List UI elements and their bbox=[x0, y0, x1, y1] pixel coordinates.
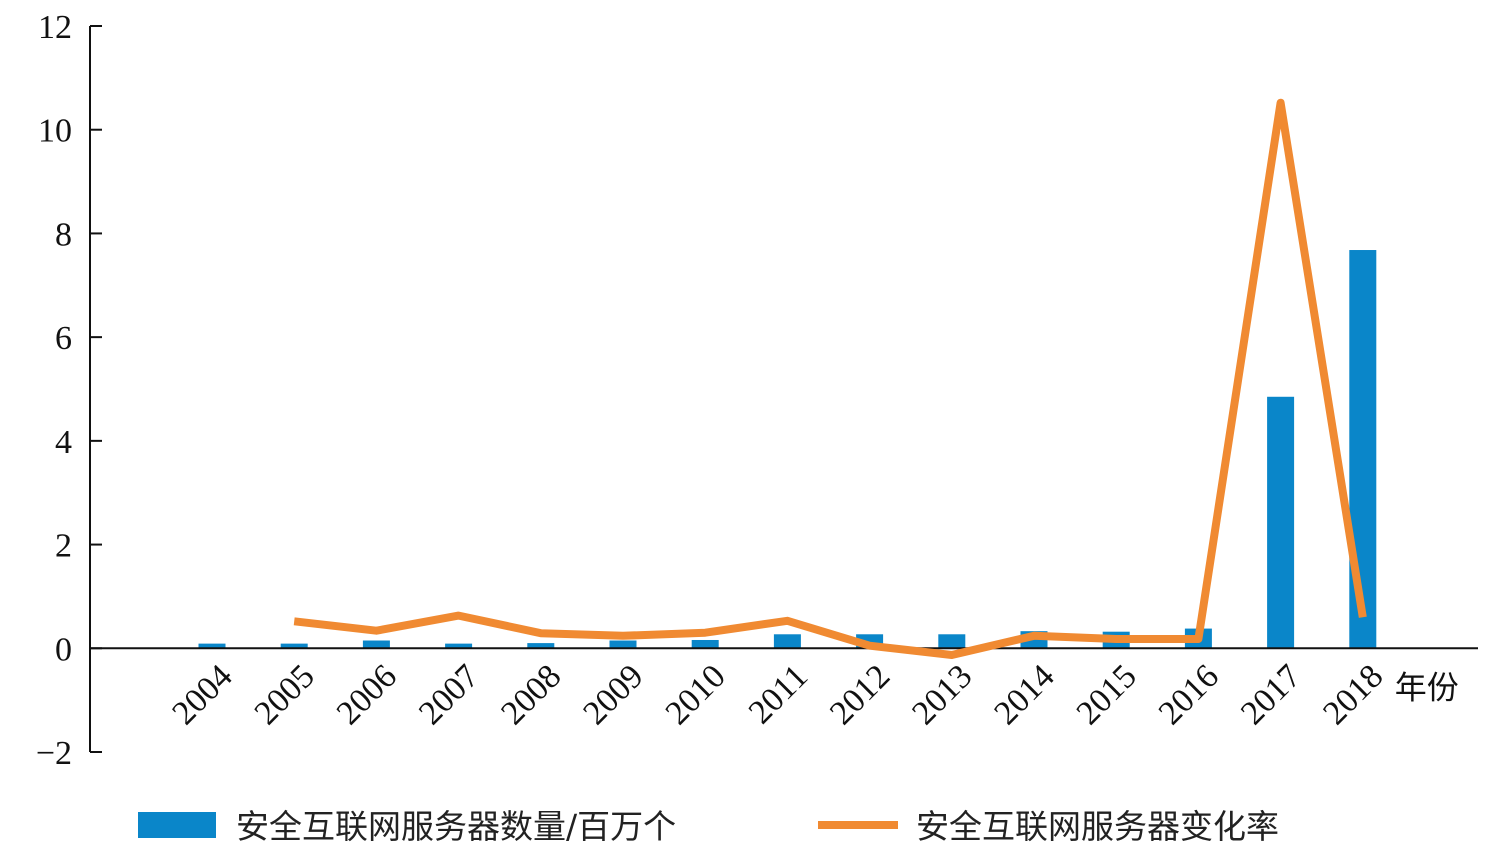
x-tick-label-2017: 2017 bbox=[1234, 658, 1308, 732]
x-tick-label-2018: 2018 bbox=[1316, 658, 1390, 732]
x-tick-label-2007: 2007 bbox=[412, 658, 486, 732]
x-tick-label-2011: 2011 bbox=[742, 658, 815, 731]
bar-2006 bbox=[362, 640, 390, 649]
bar-2004 bbox=[198, 643, 226, 649]
x-tick-label-2005: 2005 bbox=[248, 658, 322, 732]
x-tick-label-2014: 2014 bbox=[987, 658, 1061, 732]
x-tick-label-2008: 2008 bbox=[494, 658, 568, 732]
y-tick-label: 0 bbox=[55, 631, 72, 668]
legend-label-line: 安全互联网服务器变化率 bbox=[916, 807, 1279, 846]
line-series-change-rate bbox=[293, 98, 1367, 659]
x-tick-label-2010: 2010 bbox=[659, 658, 733, 732]
x-axis-title: 年份 bbox=[1395, 668, 1459, 706]
y-tick-label: −2 bbox=[36, 735, 72, 772]
y-tick-label: 2 bbox=[55, 528, 72, 565]
y-tick-label: 8 bbox=[55, 216, 72, 253]
legend-label-bar: 安全互联网服务器数量/百万个 bbox=[236, 807, 676, 846]
bar-2010 bbox=[691, 639, 719, 649]
bar-2013 bbox=[938, 634, 966, 649]
legend-swatch-bar bbox=[138, 812, 216, 838]
y-tick-label: 12 bbox=[38, 9, 72, 46]
bar-2018 bbox=[1349, 250, 1377, 649]
bar-2005 bbox=[280, 643, 308, 649]
x-tick-label-2012: 2012 bbox=[823, 658, 897, 732]
x-tick-label-2016: 2016 bbox=[1152, 658, 1226, 732]
x-tick-label-2013: 2013 bbox=[905, 658, 979, 732]
bar-2007 bbox=[445, 643, 473, 649]
bar-2008 bbox=[527, 643, 555, 649]
y-tick-label: 6 bbox=[55, 320, 72, 357]
x-tick-label-2006: 2006 bbox=[330, 658, 404, 732]
y-tick-label: 4 bbox=[55, 424, 72, 461]
bar-2011 bbox=[773, 634, 801, 649]
y-tick-label: 10 bbox=[38, 113, 72, 150]
x-tick-label-2009: 2009 bbox=[576, 658, 650, 732]
bar-2009 bbox=[609, 640, 637, 649]
x-tick-label-2015: 2015 bbox=[1070, 658, 1144, 732]
legend: 安全互联网服务器数量/百万个 安全互联网服务器变化率 bbox=[138, 807, 1279, 846]
x-tick-label-2004: 2004 bbox=[165, 658, 239, 732]
bar-2017 bbox=[1267, 396, 1295, 649]
